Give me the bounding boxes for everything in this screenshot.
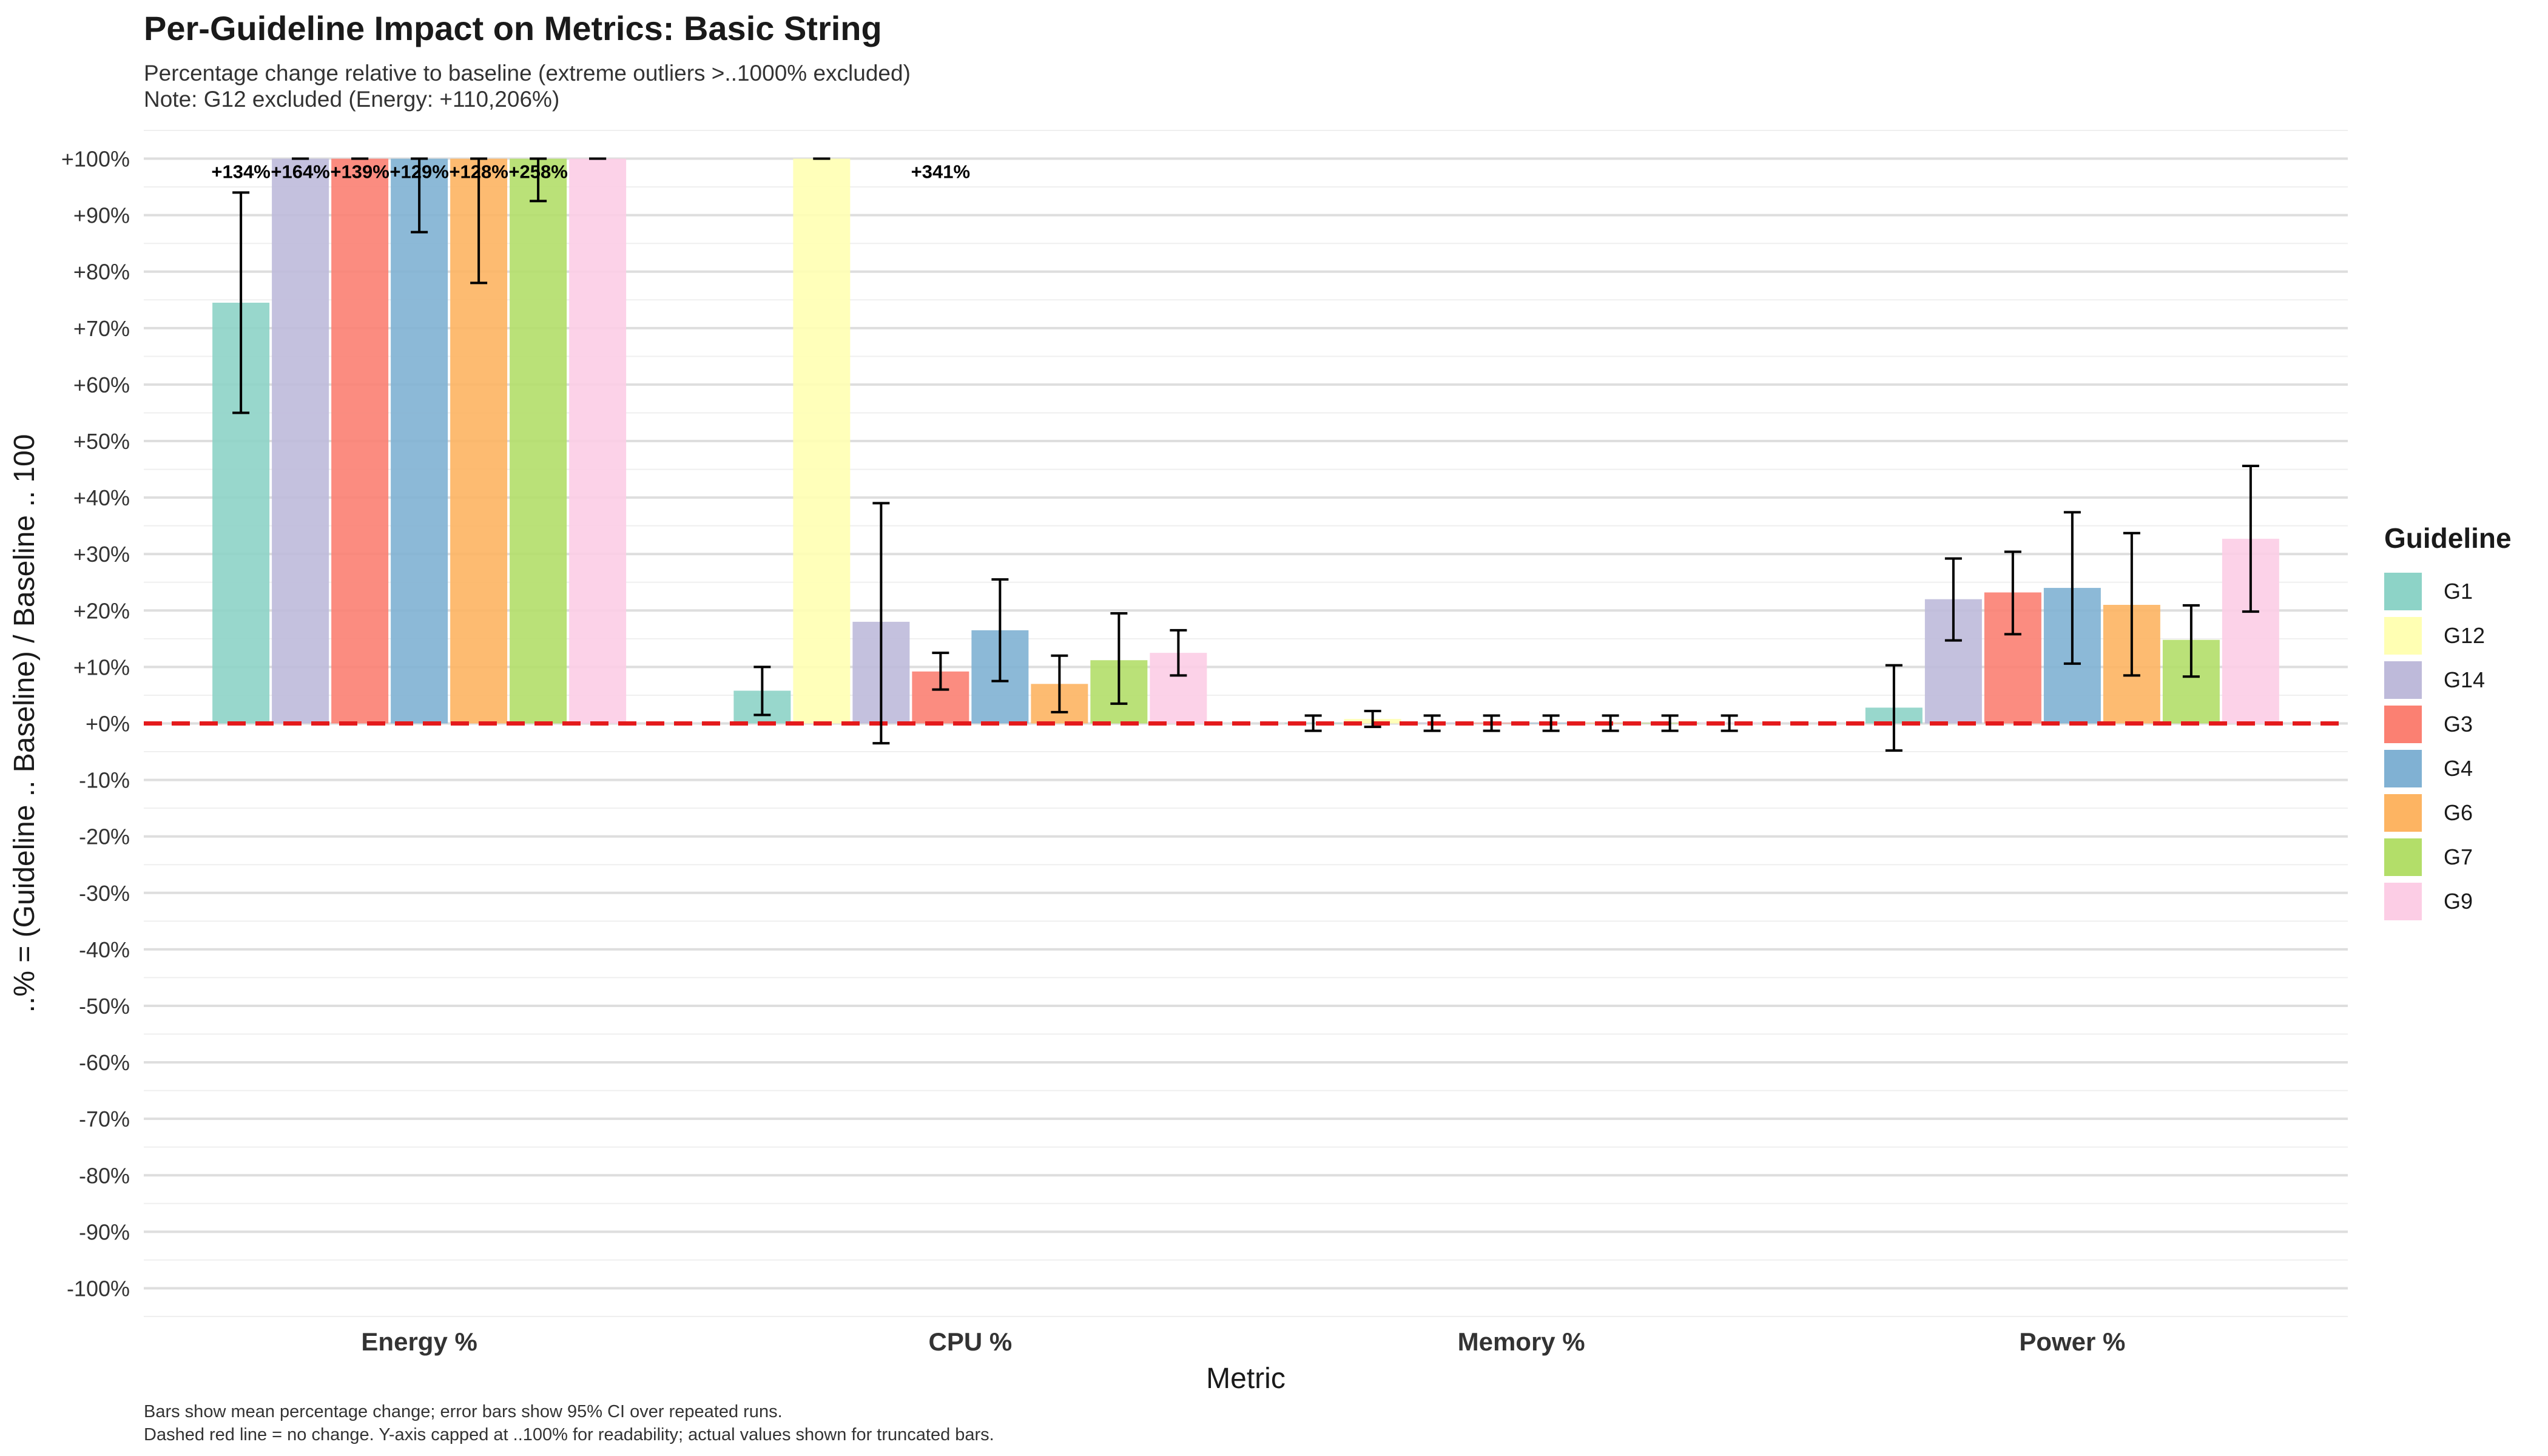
legend-label: G3 xyxy=(2444,711,2473,736)
legend-item-g12: G12 xyxy=(2384,613,2512,658)
chart-caption-line-2: Dashed red line = no change. Y-axis capp… xyxy=(144,1425,994,1444)
y-tick-label: -80% xyxy=(79,1163,130,1188)
legend-item-g3: G3 xyxy=(2384,702,2512,746)
y-tick-label: -60% xyxy=(79,1050,130,1075)
legend-label: G7 xyxy=(2444,844,2473,869)
legend-swatch xyxy=(2384,572,2422,610)
legend-item-g6: G6 xyxy=(2384,790,2512,835)
y-tick-label: +60% xyxy=(73,372,130,397)
y-tick-label: +50% xyxy=(73,429,130,454)
y-tick-label: +30% xyxy=(73,542,130,567)
legend-label: G9 xyxy=(2444,888,2473,914)
x-tick-label: CPU % xyxy=(929,1327,1013,1356)
bar-g4 xyxy=(391,158,448,724)
y-tick-label: +0% xyxy=(86,712,130,736)
x-axis-title: Metric xyxy=(1206,1363,1286,1395)
y-tick-label: +70% xyxy=(73,316,130,341)
legend-swatch xyxy=(2384,661,2422,699)
y-tick-label: -40% xyxy=(79,937,130,962)
bar-g14 xyxy=(272,158,329,724)
legend-label: G4 xyxy=(2444,755,2473,781)
y-tick-label: +90% xyxy=(73,203,130,228)
legend-label: G1 xyxy=(2444,578,2473,604)
y-tick-label: +40% xyxy=(73,485,130,510)
truncated-value-label: +258% xyxy=(508,161,567,183)
bar-g9 xyxy=(569,158,627,724)
y-tick-label: -20% xyxy=(79,824,130,849)
y-tick-label: -100% xyxy=(67,1276,130,1301)
y-tick-label: +10% xyxy=(73,655,130,679)
legend-label: G12 xyxy=(2444,622,2486,648)
x-tick-label: Power % xyxy=(2019,1327,2125,1356)
truncated-value-label: +134% xyxy=(211,161,270,183)
chart-title: Per-Guideline Impact on Metrics: Basic S… xyxy=(144,9,882,47)
legend-item-g7: G7 xyxy=(2384,835,2512,879)
legend-item-g1: G1 xyxy=(2384,569,2512,613)
y-tick-label: -90% xyxy=(79,1219,130,1244)
legend-swatch xyxy=(2384,882,2422,920)
chart-subtitle-line-1: Percentage change relative to baseline (… xyxy=(144,61,911,86)
truncated-value-label: +128% xyxy=(449,161,508,183)
bar-g7 xyxy=(510,158,567,724)
chart-caption-line-1: Bars show mean percentage change; error … xyxy=(144,1402,783,1421)
bar-g3 xyxy=(331,158,389,724)
legend-label: G14 xyxy=(2444,667,2486,692)
legend-item-g4: G4 xyxy=(2384,746,2512,790)
truncated-value-label: +129% xyxy=(389,161,448,183)
truncated-value-label: +139% xyxy=(330,161,389,183)
legend-swatch xyxy=(2384,616,2422,655)
y-tick-label: -50% xyxy=(79,994,130,1019)
chart-subtitle-line-2: Note: G12 excluded (Energy: +110,206%) xyxy=(144,87,560,112)
legend-item-g9: G9 xyxy=(2384,879,2512,923)
legend-item-g14: G14 xyxy=(2384,658,2512,702)
truncated-value-label: +341% xyxy=(911,161,970,183)
y-tick-label: +100% xyxy=(61,147,130,172)
legend: Guideline G1 G12 G14 G3 G4 G6 G7 G9 xyxy=(2384,522,2512,923)
y-tick-label: +20% xyxy=(73,598,130,623)
legend-swatch xyxy=(2384,794,2422,832)
y-tick-label: -10% xyxy=(79,768,130,793)
y-tick-label: -70% xyxy=(79,1107,130,1131)
bar-g12 xyxy=(793,158,851,724)
x-tick-label: Energy % xyxy=(361,1327,477,1356)
y-tick-label: -30% xyxy=(79,881,130,906)
legend-swatch xyxy=(2384,749,2422,787)
legend-swatch xyxy=(2384,838,2422,876)
truncated-value-label: +164% xyxy=(271,161,329,183)
legend-swatch xyxy=(2384,705,2422,743)
legend-title: Guideline xyxy=(2384,522,2512,554)
legend-label: G6 xyxy=(2444,800,2473,825)
y-tick-label: +80% xyxy=(73,260,130,285)
x-tick-label: Memory % xyxy=(1458,1327,1585,1356)
y-axis-title: ..% = (Guideline .. Baseline) / Baseline… xyxy=(8,434,41,1013)
